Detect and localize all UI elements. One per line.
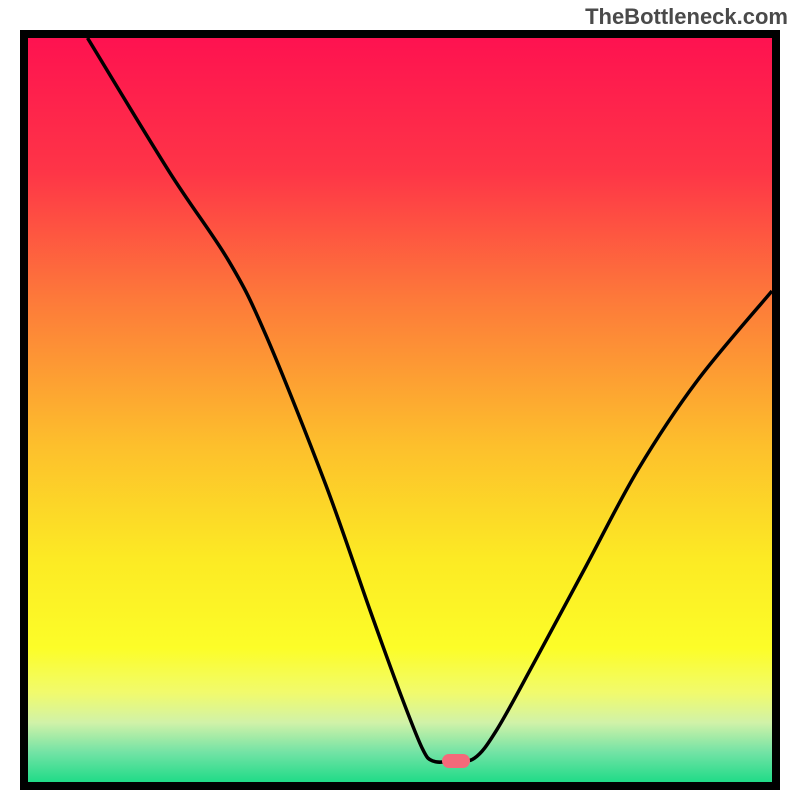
optimal-point-marker [442, 754, 470, 768]
bottleneck-curve [28, 38, 772, 782]
watermark-text: TheBottleneck.com [585, 4, 788, 30]
chart-frame [20, 30, 780, 790]
